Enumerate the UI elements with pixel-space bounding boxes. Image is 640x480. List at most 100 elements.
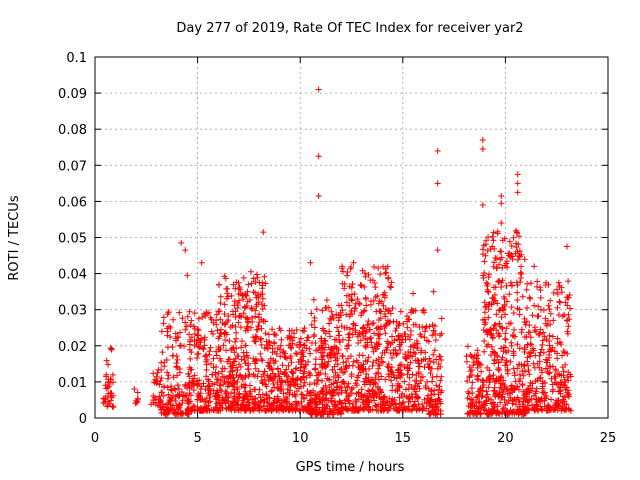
data-point — [469, 379, 476, 386]
data-point — [185, 411, 192, 418]
data-point — [348, 296, 355, 303]
data-point — [547, 346, 554, 353]
data-point — [322, 391, 329, 398]
data-point — [545, 405, 552, 412]
data-point — [411, 386, 418, 393]
data-point — [278, 397, 285, 404]
data-point — [311, 324, 318, 331]
data-point — [269, 370, 276, 377]
data-point — [248, 314, 255, 321]
data-point — [490, 408, 497, 415]
data-point — [198, 383, 205, 390]
data-point — [332, 354, 339, 361]
data-point — [303, 337, 310, 344]
data-point — [201, 336, 208, 343]
data-point — [132, 400, 139, 407]
data-point — [220, 342, 227, 349]
data-point — [491, 291, 498, 298]
data-point — [359, 352, 366, 359]
data-point — [320, 353, 327, 360]
data-point — [237, 372, 244, 379]
data-point — [482, 319, 489, 326]
data-point — [344, 272, 351, 279]
data-point — [292, 405, 299, 412]
data-point — [555, 388, 562, 395]
data-point — [205, 382, 212, 389]
data-point — [483, 377, 490, 384]
data-point — [252, 365, 259, 372]
data-point — [508, 282, 515, 289]
data-point — [481, 316, 488, 323]
data-point — [483, 388, 490, 395]
data-point — [284, 389, 291, 396]
data-point — [325, 410, 332, 417]
data-point — [233, 335, 240, 342]
data-point — [203, 366, 210, 373]
data-point — [246, 296, 253, 303]
data-point — [412, 382, 419, 389]
data-point — [523, 388, 530, 395]
data-point — [502, 311, 509, 318]
data-point — [225, 293, 232, 300]
data-point — [466, 409, 473, 416]
data-point — [544, 359, 551, 366]
data-point — [184, 272, 191, 279]
data-point — [421, 396, 428, 403]
data-point — [319, 307, 326, 314]
data-point — [300, 382, 307, 389]
data-point — [519, 367, 526, 374]
data-point — [276, 325, 283, 332]
data-point — [474, 355, 481, 362]
data-point — [487, 396, 494, 403]
data-point — [530, 392, 537, 399]
data-point — [494, 230, 501, 237]
data-point — [163, 357, 170, 364]
data-point — [406, 381, 413, 388]
data-point — [172, 330, 179, 337]
x-tick-label: 0 — [91, 431, 99, 446]
data-point — [383, 269, 390, 276]
data-point — [394, 406, 400, 413]
data-point — [507, 279, 514, 286]
data-point — [401, 378, 408, 385]
data-point — [354, 359, 361, 366]
data-point — [249, 396, 256, 403]
data-point — [301, 374, 308, 381]
data-point — [507, 320, 514, 327]
data-point — [231, 358, 238, 365]
data-point — [315, 369, 322, 376]
data-point — [160, 392, 167, 399]
data-point — [370, 297, 377, 304]
data-point — [190, 402, 197, 409]
data-point — [263, 383, 270, 390]
data-point — [242, 388, 249, 395]
data-point — [506, 238, 513, 245]
data-point — [327, 333, 334, 340]
data-point — [557, 384, 564, 391]
data-point — [397, 374, 404, 381]
data-point — [375, 265, 382, 272]
data-point — [514, 305, 521, 312]
data-point — [304, 388, 311, 395]
data-point — [435, 406, 442, 413]
data-point — [370, 320, 377, 327]
data-point — [334, 361, 341, 368]
data-point — [358, 312, 365, 319]
data-point — [293, 388, 300, 395]
data-point — [371, 379, 378, 386]
data-point — [508, 242, 515, 249]
data-point — [313, 347, 320, 354]
data-point — [267, 355, 274, 362]
data-point — [288, 405, 295, 412]
data-point — [176, 309, 183, 316]
data-point — [271, 384, 278, 391]
data-point — [410, 349, 417, 356]
data-point — [332, 369, 339, 376]
data-point — [290, 334, 297, 341]
data-point — [549, 388, 556, 395]
data-point — [167, 324, 174, 331]
data-point — [195, 327, 202, 334]
data-point — [218, 368, 225, 375]
data-point — [165, 391, 172, 398]
data-point — [357, 337, 364, 344]
